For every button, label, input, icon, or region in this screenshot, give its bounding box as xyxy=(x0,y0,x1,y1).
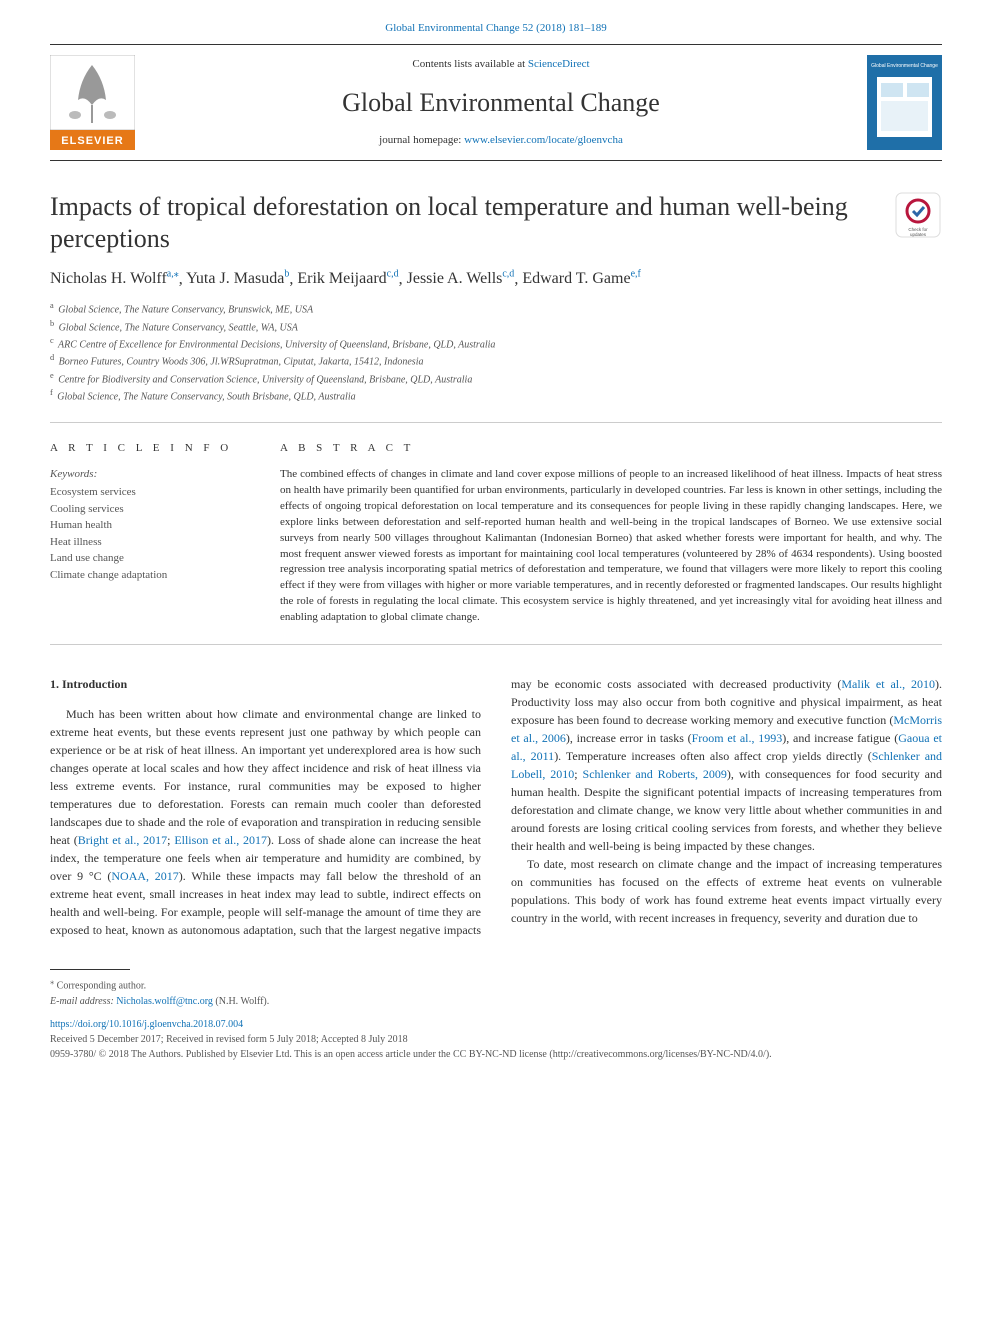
contents-available: Contents lists available at ScienceDirec… xyxy=(135,57,867,72)
abstract-label: A B S T R A C T xyxy=(280,441,942,456)
svg-text:updates: updates xyxy=(910,232,927,237)
citation-link[interactable]: Malik et al., 2010 xyxy=(841,677,935,691)
author: Yuta J. Masudab xyxy=(186,270,289,287)
author: Erik Meijaardc,d xyxy=(297,270,398,287)
keyword: Land use change xyxy=(50,550,250,567)
email-line: E-mail address: Nicholas.wolff@tnc.org (… xyxy=(50,994,942,1009)
affiliations: a Global Science, The Nature Conservancy… xyxy=(50,300,942,404)
keyword: Heat illness xyxy=(50,534,250,551)
author: Jessie A. Wellsc,d xyxy=(407,270,515,287)
journal-homepage-link[interactable]: www.elsevier.com/locate/gloenvcha xyxy=(464,134,623,146)
introduction-section: 1. Introduction Much has been written ab… xyxy=(50,675,942,939)
footer: ⁎ Corresponding author. E-mail address: … xyxy=(50,976,942,1061)
doi-link[interactable]: https://doi.org/10.1016/j.gloenvcha.2018… xyxy=(50,1019,243,1030)
journal-header: ELSEVIER Contents lists available at Sci… xyxy=(50,44,942,161)
sciencedirect-link[interactable]: ScienceDirect xyxy=(528,58,590,70)
keyword: Cooling services xyxy=(50,501,250,518)
authors-line: Nicholas H. Wolffa,⁎, Yuta J. Masudab, E… xyxy=(50,268,942,291)
abstract-panel: A B S T R A C T The combined effects of … xyxy=(280,441,942,626)
check-for-updates-icon[interactable]: Check for updates xyxy=(894,191,942,239)
top-citation-link[interactable]: Global Environmental Change 52 (2018) 18… xyxy=(385,22,607,34)
elsevier-logo: ELSEVIER xyxy=(50,55,135,150)
author: Nicholas H. Wolffa,⁎ xyxy=(50,270,179,287)
top-citation: Global Environmental Change 52 (2018) 18… xyxy=(0,0,992,44)
footer-divider xyxy=(50,969,130,970)
keyword: Human health xyxy=(50,517,250,534)
intro-heading: 1. Introduction xyxy=(50,675,481,693)
journal-homepage: journal homepage: www.elsevier.com/locat… xyxy=(135,133,867,148)
svg-text:Global Environmental Change: Global Environmental Change xyxy=(871,63,938,69)
keyword: Climate change adaptation xyxy=(50,567,250,584)
article-title: Impacts of tropical deforestation on loc… xyxy=(50,191,884,253)
corresponding-author: ⁎ Corresponding author. xyxy=(50,976,942,993)
svg-text:ELSEVIER: ELSEVIER xyxy=(61,135,123,147)
abstract-text: The combined effects of changes in clima… xyxy=(280,467,942,626)
article-info-sidebar: A R T I C L E I N F O Keywords: Ecosyste… xyxy=(50,441,250,626)
affiliation: b Global Science, The Nature Conservancy… xyxy=(50,318,942,335)
citation-link[interactable]: Froom et al., 1993 xyxy=(692,731,783,745)
received-line: Received 5 December 2017; Received in re… xyxy=(50,1032,942,1047)
citation-link[interactable]: Bright et al., 2017 xyxy=(78,833,167,847)
issn-line: 0959-3780/ © 2018 The Authors. Published… xyxy=(50,1047,942,1062)
affiliation: e Centre for Biodiversity and Conservati… xyxy=(50,370,942,387)
journal-name: Global Environmental Change xyxy=(135,85,867,121)
author: Edward T. Gamee,f xyxy=(522,270,641,287)
affiliation: f Global Science, The Nature Conservancy… xyxy=(50,387,942,404)
citation-link[interactable]: Ellison et al., 2017 xyxy=(174,833,267,847)
intro-paragraph: To date, most research on climate change… xyxy=(511,855,942,927)
citation-link[interactable]: Schlenker and Roberts, 2009 xyxy=(583,767,727,781)
email-link[interactable]: Nicholas.wolff@tnc.org xyxy=(116,996,213,1007)
keyword: Ecosystem services xyxy=(50,484,250,501)
citation-link[interactable]: NOAA, 2017 xyxy=(111,869,178,883)
divider xyxy=(50,644,942,645)
keywords-label: Keywords: xyxy=(50,467,250,482)
affiliation: a Global Science, The Nature Conservancy… xyxy=(50,300,942,317)
affiliation: d Borneo Futures, Country Woods 306, Jl.… xyxy=(50,352,942,369)
journal-cover-thumb: Global Environmental Change xyxy=(867,55,942,150)
affiliation: c ARC Centre of Excellence for Environme… xyxy=(50,335,942,352)
article-info-label: A R T I C L E I N F O xyxy=(50,441,250,456)
